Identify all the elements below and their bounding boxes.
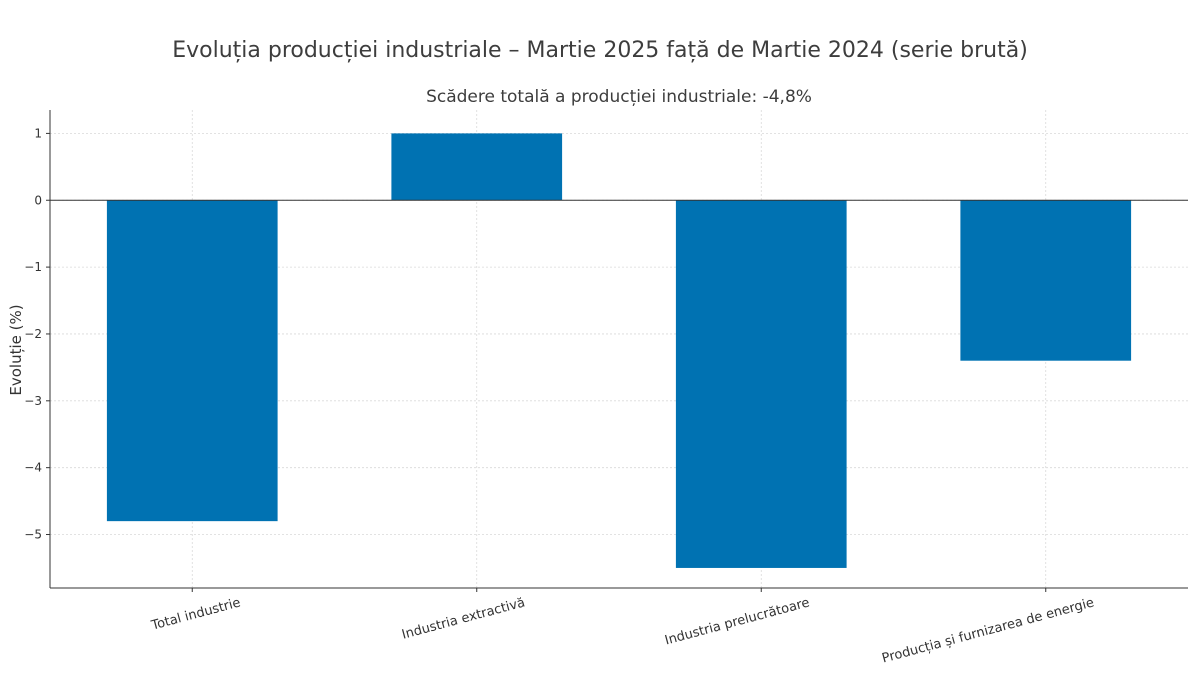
bar — [960, 200, 1132, 361]
x-tick-label: Producția și furnizarea de energie — [880, 595, 1095, 666]
y-axis-label: Evoluție (%) — [7, 304, 25, 395]
y-tick-label: −5 — [24, 528, 42, 542]
bar — [675, 200, 847, 568]
bar — [106, 200, 278, 522]
y-tick-label: −1 — [24, 260, 42, 274]
bar — [391, 133, 563, 201]
y-tick-label: −2 — [24, 327, 42, 341]
y-tick-label: −3 — [24, 394, 42, 408]
chart-title: Evoluția producției industriale – Martie… — [172, 38, 1028, 63]
x-tick-label: Total industrie — [149, 595, 242, 633]
bar-layer — [106, 133, 1132, 568]
chart-subtitle: Scădere totală a producției industriale:… — [426, 87, 812, 107]
y-tick-label: −4 — [24, 461, 42, 475]
x-tick-label: Industria extractivă — [400, 595, 526, 642]
x-tick-label: Industria prelucrătoare — [663, 595, 811, 648]
y-tick-label: 0 — [34, 193, 42, 207]
axis-layer — [46, 110, 1188, 592]
y-tick-label: 1 — [34, 126, 42, 140]
